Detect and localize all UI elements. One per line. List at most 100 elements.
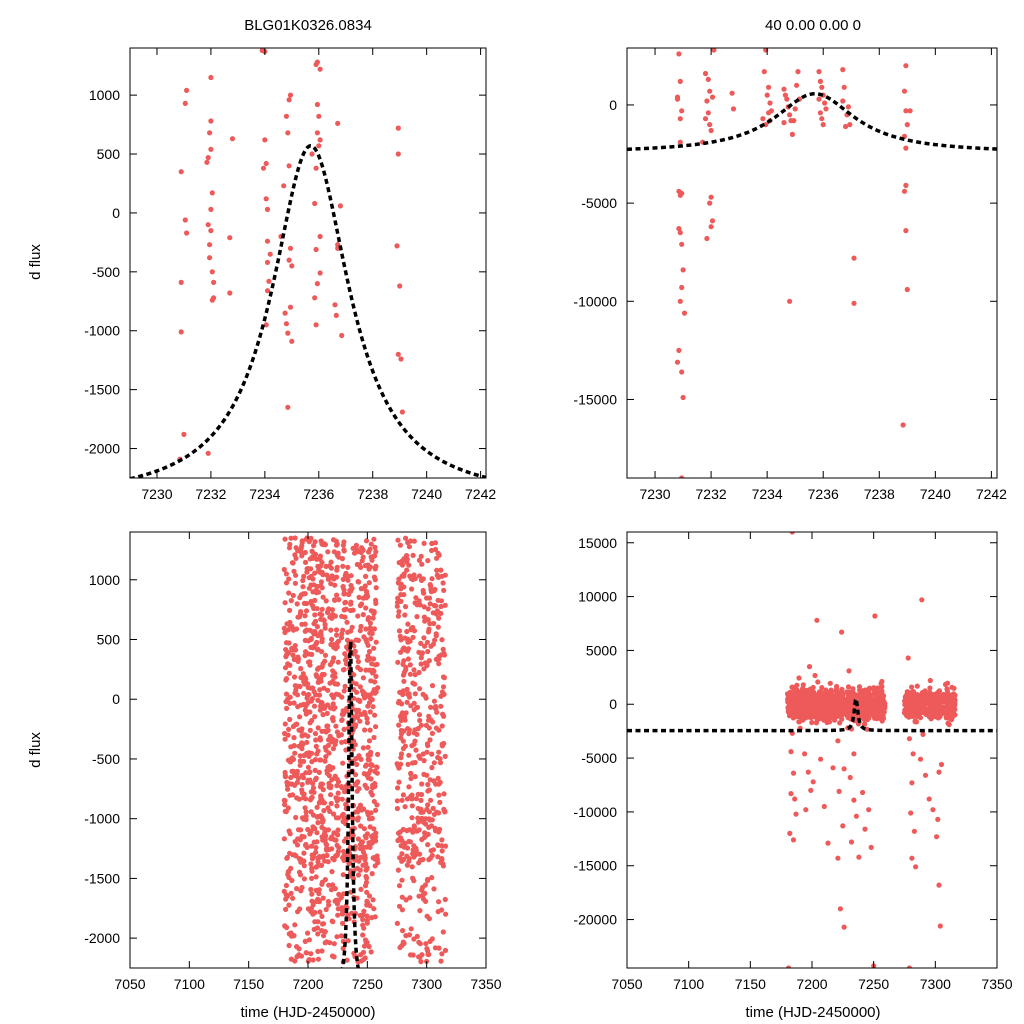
data-point <box>405 621 411 627</box>
data-point <box>289 338 295 344</box>
data-point <box>845 703 851 709</box>
data-point <box>936 769 942 775</box>
data-point <box>910 751 916 757</box>
y-tick-label: -20000 <box>573 912 617 928</box>
data-point <box>841 766 847 772</box>
data-point <box>789 697 795 704</box>
data-point <box>429 683 436 689</box>
y-tick-label: -5000 <box>581 195 617 211</box>
data-point <box>808 787 814 794</box>
data-point <box>314 130 320 136</box>
data-point <box>365 693 372 699</box>
data-point <box>424 946 430 952</box>
data-point <box>366 549 372 555</box>
data-point <box>878 681 884 687</box>
data-point <box>339 694 345 700</box>
data-point <box>324 710 330 717</box>
data-point <box>178 329 184 335</box>
data-point <box>316 898 322 904</box>
data-point <box>906 965 912 968</box>
data-point <box>417 908 423 914</box>
data-point <box>334 729 340 735</box>
data-point <box>371 626 377 632</box>
data-point <box>363 879 370 886</box>
data-point <box>429 540 435 547</box>
data-point <box>329 953 336 959</box>
data-point <box>314 666 321 672</box>
data-point <box>368 749 374 755</box>
data-point <box>287 716 293 723</box>
data-point <box>313 849 319 855</box>
data-point <box>425 788 431 794</box>
data-point <box>441 691 447 698</box>
data-point <box>330 673 336 679</box>
data-point <box>433 631 439 637</box>
data-point <box>839 711 846 717</box>
data-point <box>404 567 410 573</box>
data-point <box>320 895 326 901</box>
title-left: BLG01K0326.0834 <box>244 17 372 34</box>
data-point <box>322 622 328 628</box>
data-point <box>835 738 841 744</box>
data-point <box>868 844 874 851</box>
data-point <box>288 930 294 936</box>
data-point <box>399 907 405 913</box>
data-point <box>292 773 298 779</box>
data-point <box>790 770 797 776</box>
data-point <box>208 206 214 212</box>
data-point <box>295 827 302 833</box>
data-point <box>298 888 304 894</box>
data-point <box>410 552 416 559</box>
data-point <box>292 552 298 558</box>
data-point <box>679 369 685 375</box>
data-point <box>308 635 314 642</box>
data-point <box>404 699 410 705</box>
data-point <box>336 844 342 851</box>
data-point <box>421 635 427 641</box>
data-point <box>395 659 401 665</box>
data-point <box>406 838 412 845</box>
data-point <box>395 613 401 619</box>
data-point <box>400 792 406 798</box>
data-point <box>301 690 307 696</box>
data-point <box>292 750 298 756</box>
data-point <box>367 767 374 773</box>
data-point <box>227 290 233 296</box>
data-point <box>868 708 874 714</box>
data-point <box>875 685 881 691</box>
data-point <box>911 828 918 834</box>
data-point <box>930 807 936 813</box>
data-point <box>330 612 336 618</box>
data-point <box>309 875 315 882</box>
data-point <box>927 677 933 684</box>
data-point <box>409 803 415 809</box>
data-point <box>302 805 308 811</box>
data-point <box>439 951 445 957</box>
data-point <box>305 779 311 785</box>
data-point <box>310 589 316 595</box>
data-point <box>333 815 339 821</box>
data-point <box>285 130 291 136</box>
data-point <box>363 667 369 673</box>
data-point <box>353 809 359 815</box>
data-point <box>425 617 431 623</box>
data-point <box>415 819 421 825</box>
data-point <box>354 714 360 721</box>
data-point <box>407 662 413 668</box>
data-point <box>319 664 325 670</box>
data-point <box>418 553 424 560</box>
data-point <box>332 741 338 748</box>
data-point <box>398 356 404 362</box>
data-point <box>205 155 211 161</box>
data-point <box>924 694 930 700</box>
data-point <box>679 108 685 114</box>
data-point <box>865 698 871 704</box>
data-point <box>311 689 317 695</box>
data-point <box>297 872 304 878</box>
data-point <box>315 646 321 652</box>
data-point <box>282 802 288 808</box>
data-point <box>825 840 831 846</box>
data-point <box>229 136 236 142</box>
data-point <box>312 200 318 207</box>
data-point <box>764 92 770 98</box>
